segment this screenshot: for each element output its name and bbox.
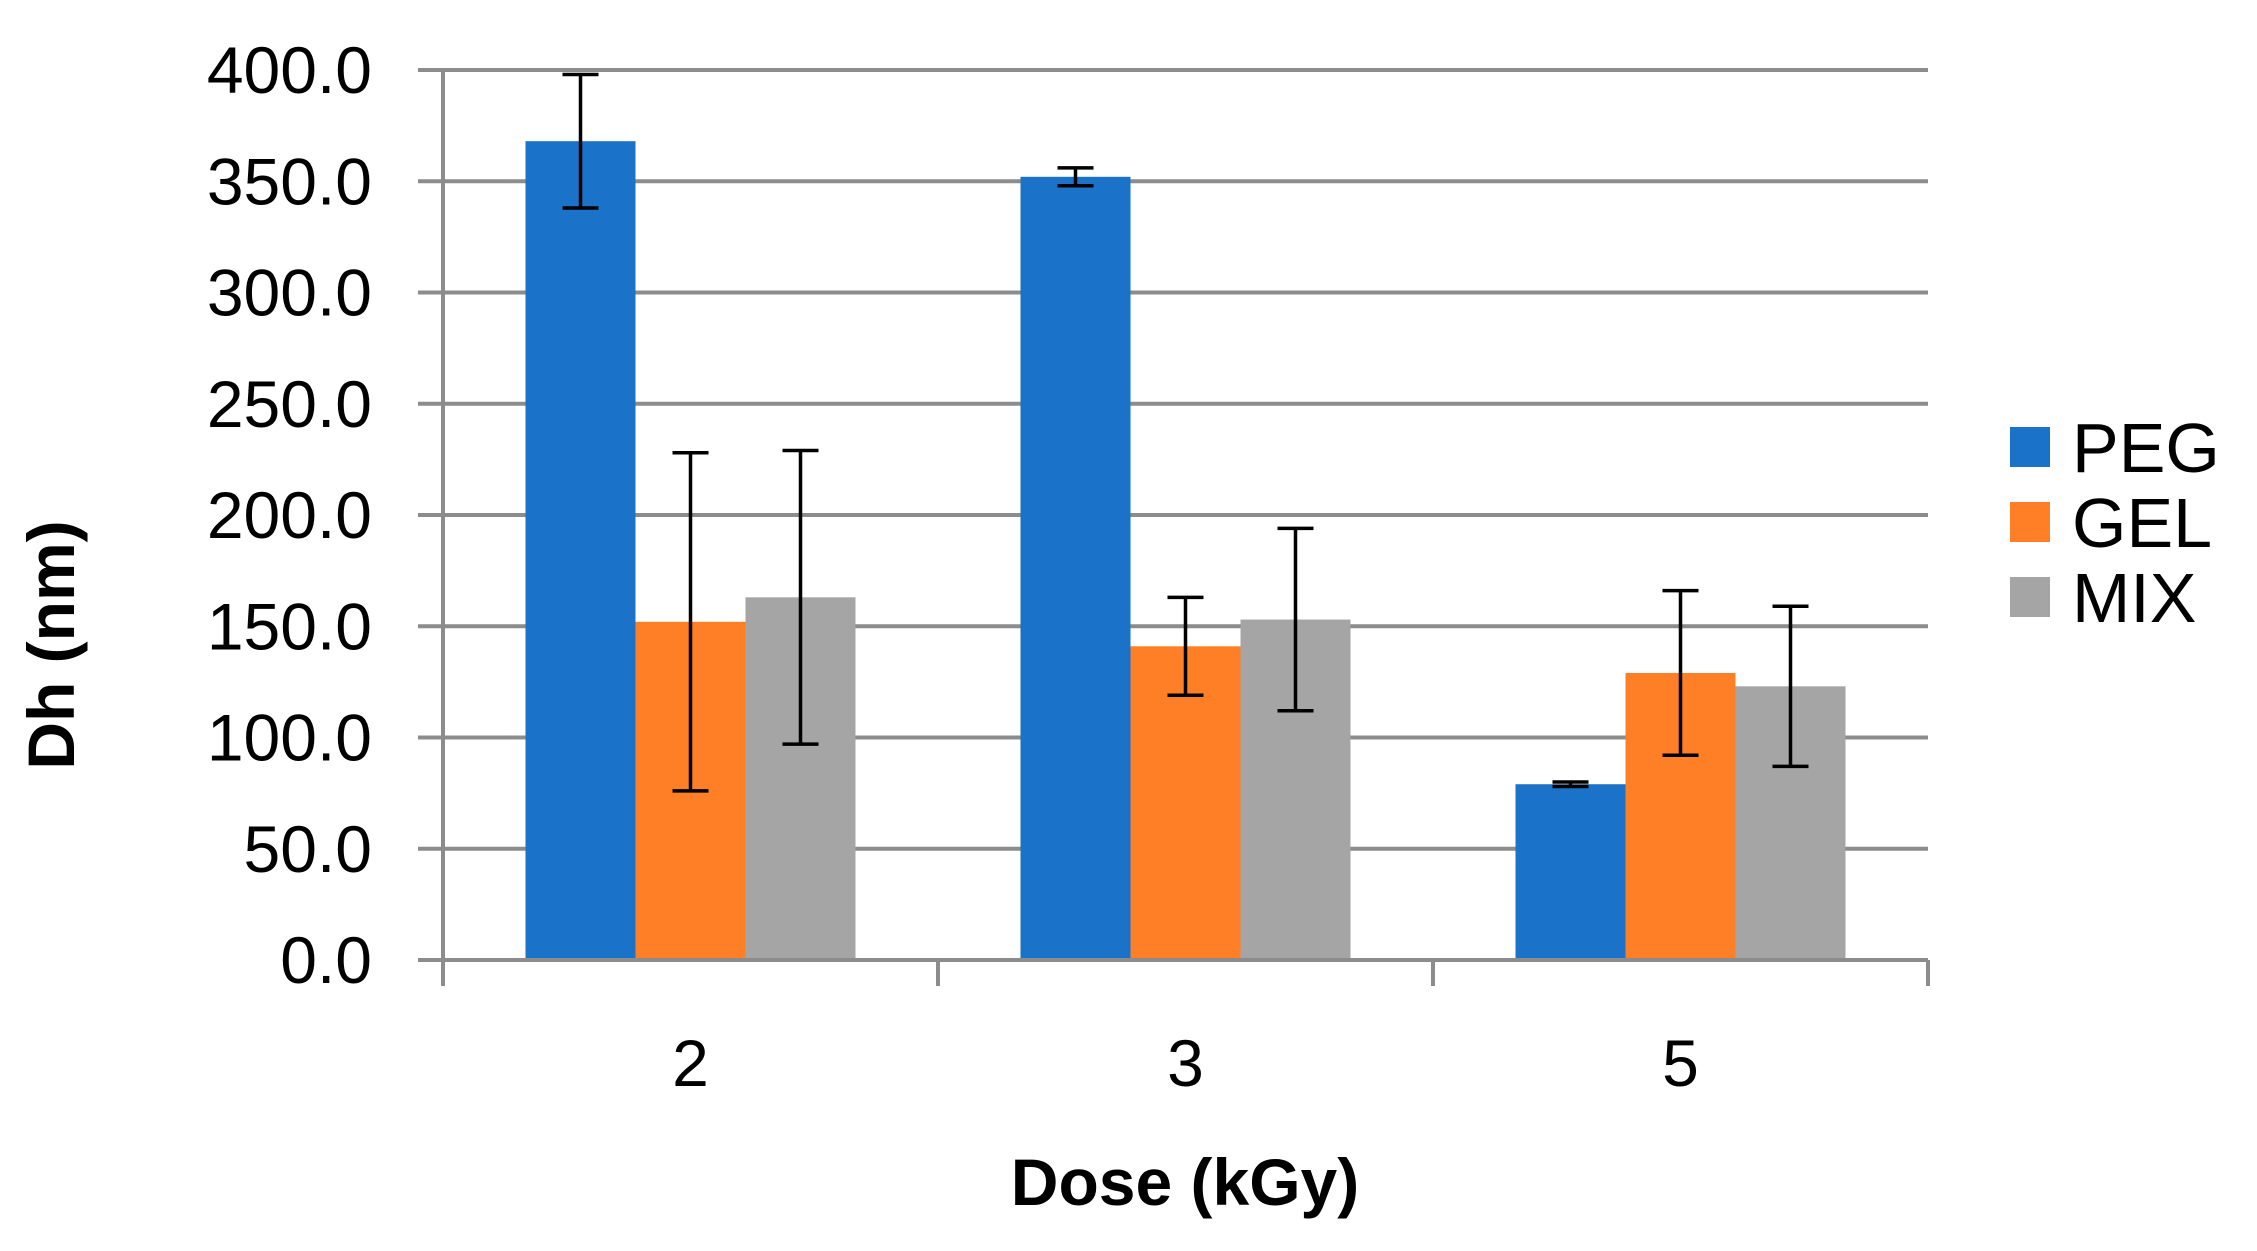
y-axis-title: Dh (nm) (14, 520, 88, 769)
y-tick-label: 200.0 (207, 478, 372, 552)
legend-item-mix: MIX (2010, 559, 2196, 637)
legend-swatch (2010, 427, 2050, 467)
legend-item-peg: PEG (2010, 409, 2220, 487)
error-bar-mix-2 (782, 448, 819, 746)
x-tick-label: 3 (1167, 1026, 1204, 1100)
axes (418, 70, 1930, 986)
error-bar-peg-3 (1057, 166, 1094, 188)
legend-label: MIX (2072, 559, 2196, 637)
y-tick-labels: 0.0 50.0 100.0 150.0 200.0 250.0 300.0 350.0 400… (207, 33, 372, 997)
y-tick-label: 100.0 (207, 701, 372, 775)
x-tick-labels: 2 3 5 (672, 1026, 1699, 1100)
y-tick-label: 350.0 (207, 144, 372, 218)
legend-swatch (2010, 577, 2050, 617)
legend-item-gel: GEL (2010, 484, 2212, 562)
legend-label: GEL (2072, 484, 2212, 562)
y-tick-label: 150.0 (207, 589, 372, 663)
error-bar-gel-5 (1662, 588, 1699, 758)
y-tick-label: 50.0 (244, 812, 372, 886)
legend-label: PEG (2072, 409, 2220, 487)
x-tick-label: 2 (672, 1026, 709, 1100)
error-bar-mix-5 (1772, 604, 1809, 769)
error-bars (562, 72, 1809, 793)
error-bar-mix-3 (1277, 526, 1314, 713)
y-tick-label: 400.0 (207, 33, 372, 107)
y-tick-label: 300.0 (207, 256, 372, 330)
bar-peg-2 (525, 141, 636, 960)
error-bar-gel-3 (1167, 595, 1204, 697)
x-tick-label: 5 (1662, 1026, 1699, 1100)
bar-gel-3 (1130, 646, 1241, 960)
error-bar-peg-2 (562, 72, 599, 210)
x-axis-title: Dose (kGy) (1011, 1145, 1359, 1219)
bar-peg-5 (1515, 784, 1626, 960)
bar-peg-3 (1020, 176, 1131, 961)
error-bar-gel-2 (672, 450, 709, 793)
y-tick-label: 0.0 (280, 923, 372, 997)
error-bar-peg-5 (1552, 780, 1589, 789)
y-tick-label: 250.0 (207, 367, 372, 441)
bars (525, 141, 1846, 961)
legend-swatch (2010, 502, 2050, 542)
